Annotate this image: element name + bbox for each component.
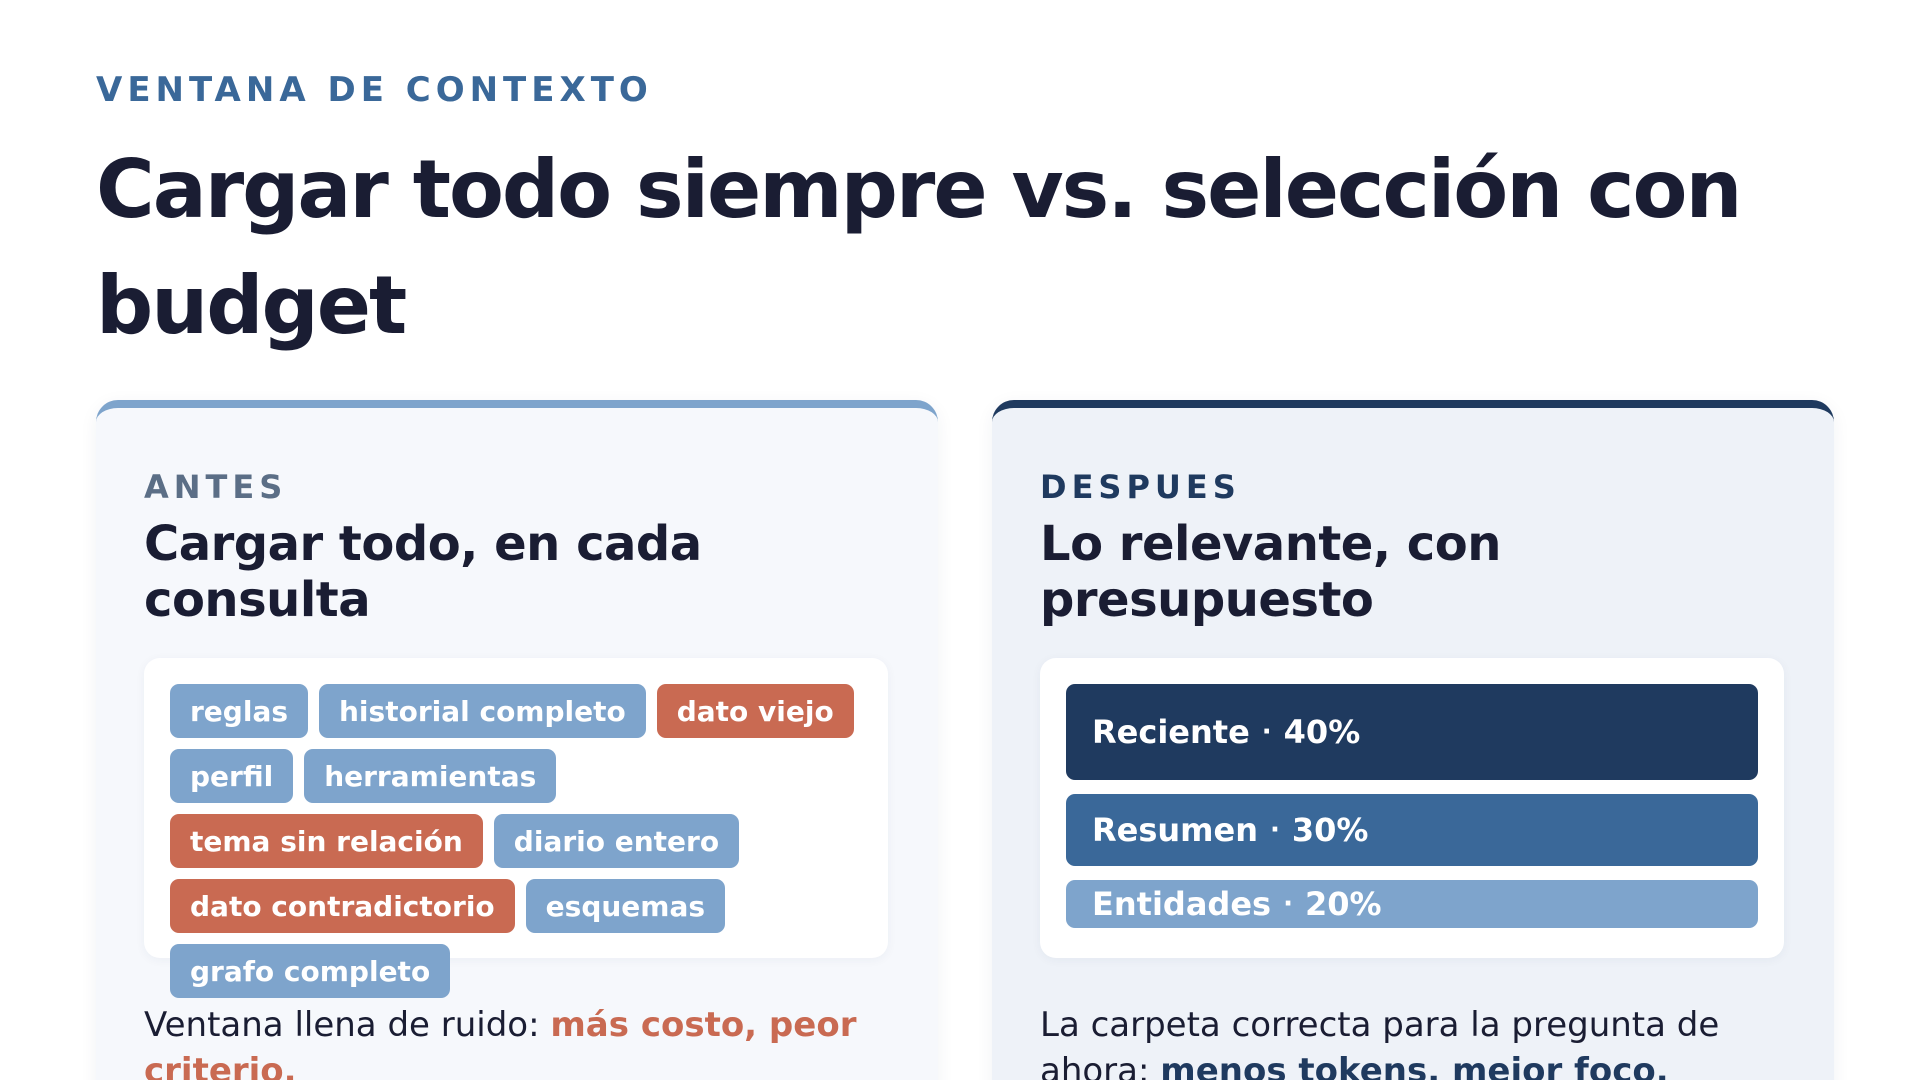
budget-bar-label: Resumen (1092, 811, 1258, 849)
before-note-emphasis: más costo, peor criterio. (144, 1005, 857, 1080)
before-card: ANTES Cargar todo, en cada consulta regl… (96, 400, 938, 1080)
after-note-emphasis: menos tokens, mejor foco. (1160, 1051, 1669, 1080)
budget-bar: Reciente · 40% (1066, 684, 1758, 780)
budget-bar-separator: · (1270, 815, 1280, 845)
budget-bar-label: Reciente (1092, 713, 1250, 751)
after-note-text: La carpeta correcta para la pregunta de … (1040, 1005, 1720, 1080)
after-kicker: DESPUES (1040, 468, 1241, 506)
budget-bar-percent: 20% (1304, 885, 1382, 923)
context-chip: herramientas (304, 749, 557, 803)
context-chip: historial completo (319, 684, 646, 738)
after-card: DESPUES Lo relevante, con presupuesto Re… (992, 400, 1834, 1080)
context-chip: perfil (170, 749, 294, 803)
page-title: Cargar todo siempre vs. selección con bu… (96, 143, 1742, 352)
after-note: La carpeta correcta para la pregunta de … (1040, 1002, 1800, 1080)
eyebrow: VENTANA DE CONTEXTO (96, 70, 653, 110)
before-chip-panel: reglas historial completo dato viejo perfil… (144, 658, 888, 998)
budget-bars: Reciente · 40% Resumen · 30% Entidades · 20% (1066, 684, 1758, 928)
context-chip: grafo completo (170, 944, 451, 998)
budget-bar-percent: 40% (1283, 713, 1361, 751)
budget-bar-separator: · (1283, 889, 1293, 919)
context-chip: diario entero (493, 814, 740, 868)
context-chip: tema sin relación (170, 814, 483, 868)
context-chip: esquemas (525, 879, 726, 933)
before-kicker: ANTES (144, 468, 288, 506)
after-title: Lo relevante, con presupuesto (1040, 516, 1501, 628)
budget-bar: Entidades · 20% (1066, 880, 1758, 928)
context-chip: dato contradictorio (170, 879, 515, 933)
budget-bar-label: Entidades (1092, 885, 1272, 923)
before-title: Cargar todo, en cada consulta (144, 516, 702, 628)
budget-bar: Resumen · 30% (1066, 794, 1758, 866)
budget-bar-percent: 30% (1291, 811, 1369, 849)
context-chip: reglas (170, 684, 308, 738)
before-note-text: Ventana llena de ruido: (144, 1005, 551, 1045)
budget-bar-separator: · (1261, 717, 1272, 747)
after-budget-panel: Reciente · 40% Resumen · 30% Entidades · 20% (1040, 658, 1784, 958)
before-note: Ventana llena de ruido: más costo, peor … (144, 1002, 904, 1080)
chip-list: reglas historial completo dato viejo perfil… (170, 684, 870, 998)
context-chip: dato viejo (656, 684, 854, 738)
